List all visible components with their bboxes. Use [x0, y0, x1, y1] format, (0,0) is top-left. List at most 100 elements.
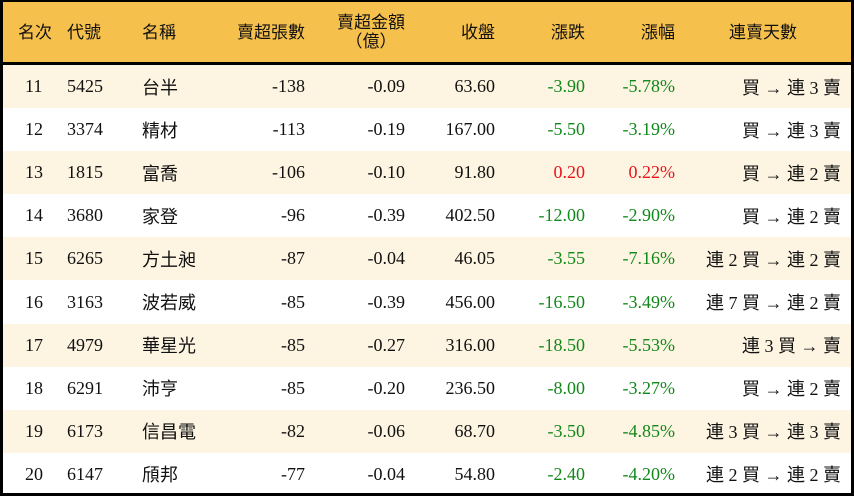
- rank-cell: 11: [3, 63, 67, 109]
- change-pct-cell: -5.53%: [585, 323, 675, 367]
- change-pct-cell: -2.90%: [622, 205, 676, 226]
- table-row: 12 3374 精材 -113 -0.19 167.00 -5.50 -3.19% 買 → 連 …: [3, 108, 851, 151]
- name-cell: 精材: [142, 120, 178, 141]
- close-cell: 63.60: [405, 63, 495, 109]
- close-cell: 456.00: [445, 291, 496, 312]
- close-cell: 68.70: [405, 409, 495, 453]
- rank-cell: 19: [3, 409, 67, 453]
- name-cell: 方土昶: [139, 237, 219, 281]
- sell-lots-cell: -85: [281, 377, 305, 398]
- close-cell: 402.50: [445, 205, 496, 226]
- code-cell: 6265: [67, 237, 139, 281]
- sell-amount-cell: -0.20: [367, 377, 406, 398]
- table-row: 14 3680 家登 -96 -0.39 402.50 -12.00 -2.90% 買 → 連 …: [3, 194, 851, 237]
- sell-lots-cell: -85: [281, 291, 305, 312]
- change-cell: -3.55: [495, 237, 585, 281]
- code-cell: 6173: [67, 409, 139, 453]
- header-name: 名稱: [139, 2, 219, 65]
- table-row: 11 5425 台半 -138 -0.09 63.60 -3.90 -5.78% 買 → 連 3…: [3, 63, 851, 109]
- sell-amount-cell: -0.39: [367, 205, 406, 226]
- change-pct-cell: -3.27%: [622, 377, 676, 398]
- streak-cell: 連 2 買 → 連 2 賣: [675, 237, 851, 281]
- header-close: 收盤: [405, 2, 495, 65]
- close-cell: 91.80: [405, 151, 495, 195]
- change-pct-cell: -3.19%: [622, 119, 676, 140]
- sell-amount-cell: -0.19: [367, 119, 406, 140]
- streak-cell: 買 → 連 2 賣: [742, 206, 841, 227]
- table-row: 18 6291 沛亨 -85 -0.20 236.50 -8.00 -3.27% 買 → 連 2…: [3, 367, 851, 410]
- header-sell-amount-label: 賣超金額: [337, 13, 405, 32]
- change-cell: -8.00: [547, 377, 586, 398]
- change-cell: -5.50: [547, 119, 586, 140]
- header-sell-amount: 賣超金額 （億）: [305, 2, 405, 65]
- rank-cell: 14: [25, 205, 43, 226]
- change-pct-cell: -5.78%: [585, 63, 675, 109]
- change-cell: -12.00: [538, 205, 586, 226]
- name-cell: 家登: [142, 206, 178, 227]
- change-pct-cell: 0.22%: [585, 151, 675, 195]
- header-change-pct: 漲幅: [585, 2, 675, 65]
- rank-cell: 15: [3, 237, 67, 281]
- sell-amount-cell: -0.10: [305, 151, 405, 195]
- name-cell: 波若威: [142, 293, 196, 314]
- name-cell: 華星光: [139, 323, 219, 367]
- header-streak: 連賣天數: [675, 2, 851, 65]
- header-rank: 名次: [3, 2, 67, 65]
- name-cell: 信昌電: [139, 409, 219, 453]
- sell-lots-cell: -87: [219, 237, 305, 281]
- table-row: 19 6173 信昌電 -82 -0.06 68.70 -3.50 -4.85% 連 3 買 →…: [3, 409, 851, 453]
- sell-amount-cell: -0.04: [367, 463, 406, 484]
- streak-cell: 買 → 連 3 賣: [742, 120, 841, 141]
- sell-amount-cell: -0.06: [305, 409, 405, 453]
- sell-lots-cell: -85: [219, 323, 305, 367]
- table-row: 15 6265 方土昶 -87 -0.04 46.05 -3.55 -7.16% 連 2 買 →…: [3, 237, 851, 281]
- sell-lots-cell: -82: [219, 409, 305, 453]
- sell-lots-cell: -106: [219, 151, 305, 195]
- change-cell: -18.50: [495, 323, 585, 367]
- sell-lots-cell: -77: [281, 463, 305, 484]
- change-pct-cell: -4.20%: [622, 463, 676, 484]
- sell-amount-cell: -0.39: [367, 291, 406, 312]
- streak-cell: 買 → 連 2 賣: [675, 151, 851, 195]
- change-cell: -3.90: [495, 63, 585, 109]
- header-row: 名次 代號 名稱 賣超張數 賣超金額 （億） 收盤 漲跌 漲幅 連賣天數: [3, 2, 851, 65]
- code-cell: 5425: [67, 63, 139, 109]
- table-row: 20 6147 頎邦 -77 -0.04 54.80 -2.40 -4.20% 連 2 買 → …: [3, 453, 851, 493]
- sell-lots-cell: -113: [272, 119, 305, 140]
- close-cell: 167.00: [445, 119, 496, 140]
- code-cell: 3374: [67, 119, 103, 140]
- change-cell: 0.20: [495, 151, 585, 195]
- code-cell: 6147: [67, 463, 103, 484]
- change-pct-cell: -3.49%: [622, 291, 676, 312]
- close-cell: 54.80: [454, 463, 496, 484]
- rank-cell: 20: [25, 463, 43, 484]
- sell-ranking-table: 名次 代號 名稱 賣超張數 賣超金額 （億） 收盤 漲跌 漲幅 連賣天數 11 54…: [3, 2, 851, 493]
- rank-cell: 18: [25, 377, 43, 398]
- name-cell: 頎邦: [142, 465, 178, 486]
- rank-cell: 16: [25, 291, 43, 312]
- change-pct-cell: -4.85%: [585, 409, 675, 453]
- name-cell: 沛亨: [142, 379, 178, 400]
- change-cell: -16.50: [538, 291, 586, 312]
- close-cell: 316.00: [405, 323, 495, 367]
- streak-cell: 連 2 買 → 連 2 賣: [706, 465, 841, 486]
- name-cell: 台半: [139, 63, 219, 109]
- streak-cell: 連 3 買 → 連 3 賣: [675, 409, 851, 453]
- header-code: 代號: [67, 2, 139, 65]
- header-sell-amount-unit: （億）: [345, 32, 397, 51]
- close-cell: 236.50: [445, 377, 496, 398]
- header-sell-lots: 賣超張數: [219, 2, 305, 65]
- change-cell: -3.50: [495, 409, 585, 453]
- streak-cell: 連 7 買 → 連 2 賣: [706, 293, 841, 314]
- sell-amount-cell: -0.27: [305, 323, 405, 367]
- table-row: 16 3163 波若威 -85 -0.39 456.00 -16.50 -3.49% 連 7 買…: [3, 280, 851, 323]
- code-cell: 3680: [67, 205, 103, 226]
- code-cell: 3163: [67, 291, 103, 312]
- name-cell: 富喬: [139, 151, 219, 195]
- rank-cell: 12: [25, 119, 43, 140]
- change-cell: -2.40: [547, 463, 586, 484]
- streak-cell: 買 → 連 2 賣: [742, 379, 841, 400]
- table-row: 13 1815 富喬 -106 -0.10 91.80 0.20 0.22% 買 → 連 2 賣: [3, 151, 851, 195]
- close-cell: 46.05: [405, 237, 495, 281]
